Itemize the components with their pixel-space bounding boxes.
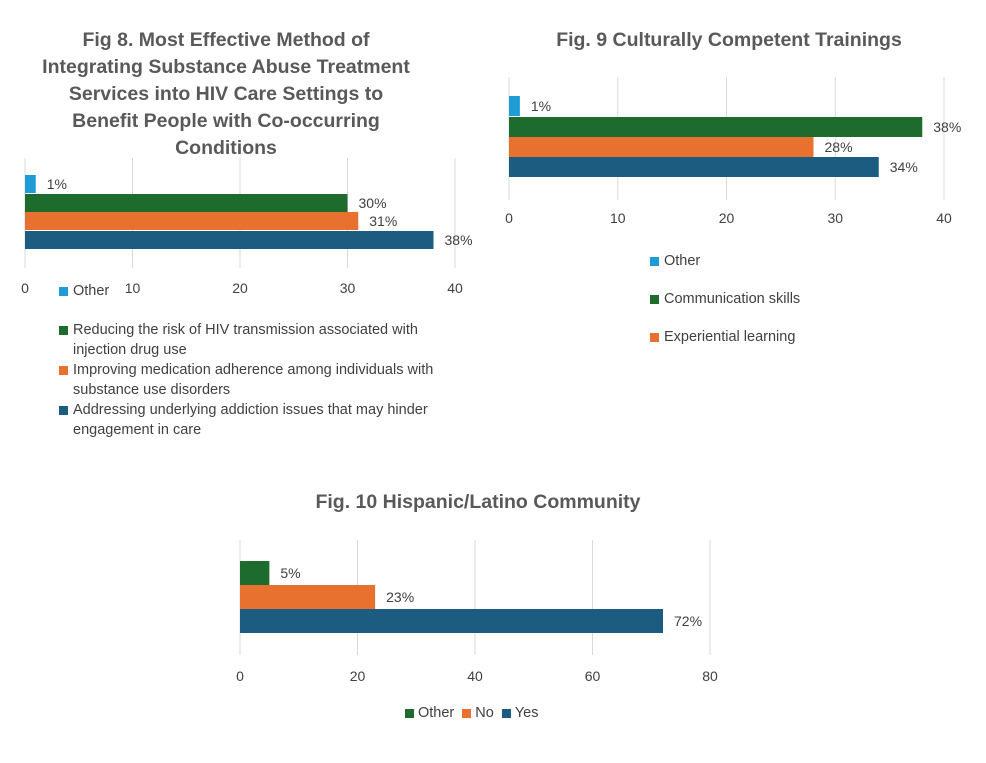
fig9-bar	[509, 96, 520, 116]
fig9-tick-label: 10	[610, 210, 626, 226]
fig8-tick-label: 40	[447, 280, 463, 296]
fig8-bar	[25, 194, 348, 212]
fig10-tick-label: 40	[467, 668, 483, 684]
fig10-bar	[240, 609, 663, 633]
fig8-legend-item: Addressing underlying addiction issues t…	[59, 400, 459, 440]
fig9-legend-swatch	[650, 295, 659, 304]
fig10-data-label: 5%	[280, 565, 300, 581]
fig10-legend-label: Other	[418, 705, 455, 721]
fig10-legend-swatch	[462, 709, 472, 718]
fig8-legend-label: Improving medication adherence among ind…	[73, 362, 434, 398]
fig8-data-label: 30%	[359, 195, 387, 211]
fig10-legend-item: Other	[405, 703, 454, 723]
fig8-bar	[25, 212, 359, 230]
fig10-tick-label: 20	[350, 668, 366, 684]
fig9-legend: Other Communication skills Experiential le…	[650, 251, 950, 365]
fig8-legend-label: Reducing the risk of HIV transmission as…	[73, 322, 418, 358]
fig9-tick-label: 30	[827, 210, 843, 226]
fig10-legend-label: No	[475, 705, 494, 721]
fig9-legend-label: Communication skills	[664, 291, 801, 307]
fig10-legend-swatch	[501, 709, 511, 718]
fig9-legend-swatch	[650, 257, 659, 266]
fig10-legend-item: Yes	[501, 703, 539, 723]
fig9-data-label: 38%	[933, 119, 961, 135]
fig8-bar	[25, 231, 434, 249]
fig9-legend-item: Experiential learning	[650, 327, 950, 347]
fig10-tick-label: 0	[236, 668, 244, 684]
fig10-legend-swatch	[405, 709, 414, 718]
fig8-legend-item: Reducing the risk of HIV transmission as…	[59, 320, 459, 360]
fig10-data-label: 23%	[386, 589, 414, 605]
fig8-legend-swatch	[59, 366, 68, 375]
fig8-legend-item: Other	[59, 281, 459, 301]
fig9-legend-item: Communication skills	[650, 289, 950, 309]
fig10-tick-label: 60	[585, 668, 601, 684]
fig9-tick-label: 0	[505, 210, 513, 226]
fig8-tick-label: 10	[125, 280, 141, 296]
fig8-legend-swatch	[59, 326, 68, 335]
fig9-bar	[509, 157, 879, 177]
fig8-legend: Other Reducing the risk of HIV transmissi…	[59, 281, 459, 440]
fig9-legend-swatch	[650, 333, 659, 342]
fig8-legend-swatch	[59, 406, 68, 415]
fig9-title: Fig. 9 Culturally Competent Trainings	[556, 29, 902, 51]
fig9-tick-label: 40	[936, 210, 952, 226]
fig10-legend-label: Yes	[514, 705, 539, 721]
fig10-bar	[240, 561, 270, 585]
fig9-bar	[509, 117, 923, 137]
fig8-legend-label: Other	[73, 283, 110, 299]
fig10-legend-item: No	[462, 703, 494, 723]
fig10-data-label: 72%	[674, 613, 702, 629]
fig10-title: Fig. 10 Hispanic/Latino Community	[315, 491, 641, 513]
fig9-bar	[509, 137, 814, 157]
fig10-tick-label: 80	[702, 668, 718, 684]
fig8-tick-label: 20	[232, 280, 248, 296]
fig9-legend-label: Experiential learning	[664, 329, 796, 345]
fig9-legend-item: Other	[650, 251, 950, 271]
fig10-bar	[240, 585, 376, 609]
fig8-legend-item: Improving medication adherence among ind…	[59, 360, 459, 400]
fig9-data-label: 34%	[890, 159, 918, 175]
fig10-legend: Other No Yes	[405, 703, 705, 723]
fig9-data-label: 28%	[825, 139, 853, 155]
fig9-data-label: 1%	[531, 98, 551, 114]
fig8-tick-label: 0	[21, 280, 29, 296]
fig8-legend-swatch	[59, 287, 68, 296]
fig8-tick-label: 30	[340, 280, 356, 296]
fig8-title: Fig 8. Most Effective Method of Integrat…	[42, 29, 410, 159]
fig8-data-label: 1%	[47, 176, 67, 192]
fig8-data-label: 38%	[445, 232, 473, 248]
fig9-tick-label: 20	[719, 210, 735, 226]
fig8-data-label: 31%	[369, 213, 397, 229]
fig8-legend-label: Addressing underlying addiction issues t…	[73, 402, 428, 438]
fig8-bar	[25, 175, 36, 193]
fig9-legend-label: Other	[664, 253, 701, 269]
